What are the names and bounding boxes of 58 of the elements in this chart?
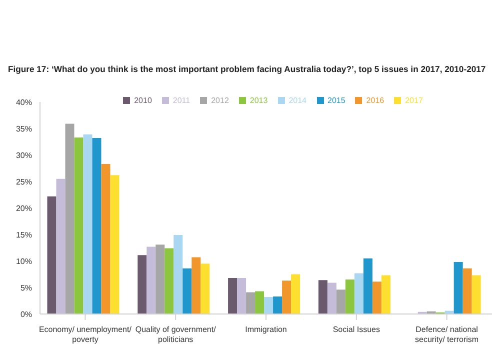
bar [318, 280, 328, 314]
bar [282, 280, 292, 314]
bar [372, 282, 382, 314]
bar [345, 280, 354, 314]
bar [228, 278, 238, 314]
y-tick-label: 40% [16, 98, 32, 107]
y-tick-label: 15% [16, 230, 32, 240]
y-tick-label: 5% [20, 283, 32, 292]
y-tick-label: 30% [16, 150, 32, 160]
bar [182, 268, 192, 314]
legend-label: 2012 [211, 96, 229, 105]
bar [65, 124, 74, 314]
legend-label: 2013 [250, 96, 268, 105]
x-tick-label: Quality of government/ politicians [135, 325, 217, 344]
legend-label: 2010 [134, 96, 152, 105]
y-tick-label: 25% [16, 177, 32, 186]
bar [462, 268, 472, 314]
bar [101, 164, 110, 314]
bar [200, 264, 210, 314]
bar [273, 296, 282, 314]
legend-label: 2017 [405, 96, 423, 105]
legend-label: 2015 [328, 96, 346, 105]
bar [237, 278, 246, 314]
x-tick-label: Immigration [245, 325, 287, 334]
y-tick-label: 20% [16, 204, 32, 213]
x-tick-label: Defence/ national security/ terrorism [415, 325, 479, 344]
bar [354, 273, 364, 314]
bar [246, 292, 256, 314]
bar [146, 246, 156, 314]
legend-label: 2016 [366, 96, 384, 105]
bar [291, 274, 300, 314]
legend-label: 2011 [172, 96, 190, 105]
x-tick-label: Economy/ unemployment/ poverty [38, 325, 132, 344]
bar [192, 257, 201, 314]
bar [174, 235, 183, 314]
chart-title: Figure 17: ‘What do you think is the most important problem facing Australia today?’, top 5 issues in 2017, 2010-2017 [8, 64, 486, 74]
bar [138, 255, 147, 314]
bar [336, 290, 346, 314]
bar [363, 258, 372, 314]
bar [74, 138, 84, 314]
bar [47, 196, 56, 314]
legend-label: 2014 [288, 96, 306, 105]
bar [381, 275, 390, 314]
y-tick-label: 0% [20, 310, 32, 319]
y-tick-label: 10% [16, 256, 32, 266]
bar [110, 175, 120, 314]
bar [83, 134, 92, 314]
bar [454, 262, 463, 314]
bar [472, 275, 481, 314]
x-tick-label: Social Issues [332, 325, 380, 334]
bar [156, 244, 165, 314]
bar [164, 248, 174, 314]
bar [255, 291, 264, 314]
bar [56, 178, 66, 314]
bar [92, 138, 102, 314]
bar [264, 297, 274, 314]
bar [327, 282, 336, 314]
y-tick-label: 35% [16, 124, 32, 134]
